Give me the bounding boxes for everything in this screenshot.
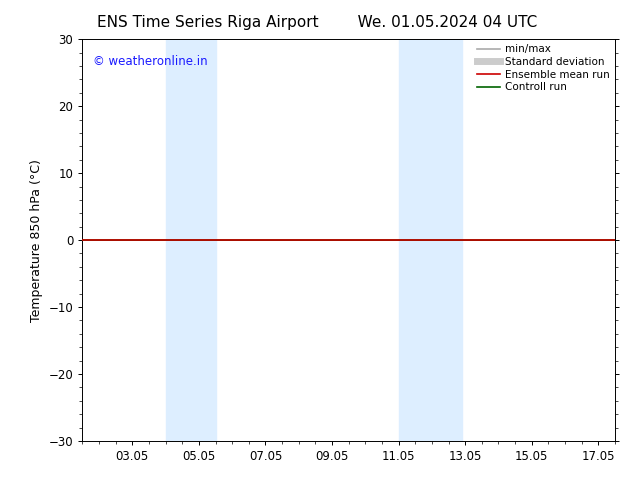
Text: ENS Time Series Riga Airport        We. 01.05.2024 04 UTC: ENS Time Series Riga Airport We. 01.05.2…: [97, 15, 537, 30]
Y-axis label: Temperature 850 hPa (°C): Temperature 850 hPa (°C): [30, 159, 43, 321]
Bar: [399, 39, 462, 441]
Legend: min/max, Standard deviation, Ensemble mean run, Controll run: min/max, Standard deviation, Ensemble me…: [477, 45, 610, 92]
Text: © weatheronline.in: © weatheronline.in: [93, 55, 208, 68]
Bar: [165, 39, 216, 441]
